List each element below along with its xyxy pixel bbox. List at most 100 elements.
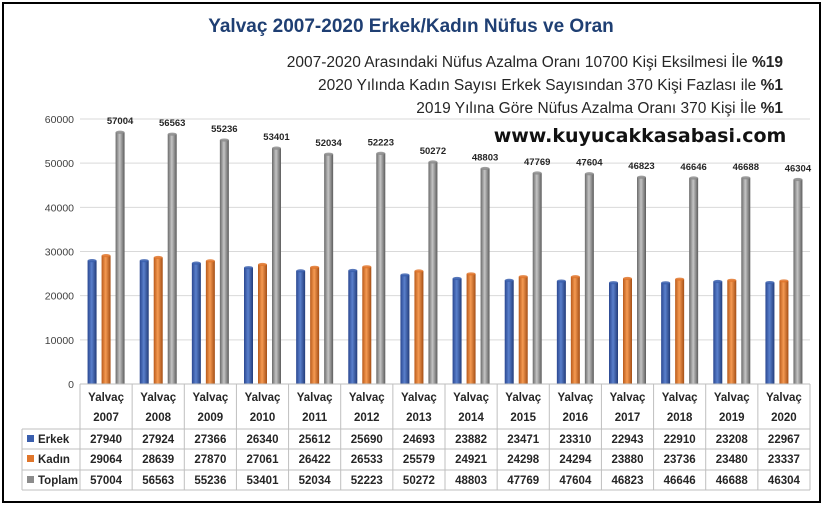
category-prefix: Yalvaç xyxy=(297,392,333,404)
legend-key-erkek xyxy=(27,435,34,442)
bar-toplam-2019 xyxy=(741,177,751,384)
bar-cap xyxy=(584,172,594,176)
annotation-text: 2020 Yılında Kadın Sayısı Erkek Sayısınd… xyxy=(318,77,761,94)
table-cell: 46304 xyxy=(768,475,801,487)
bar-cap xyxy=(765,280,775,285)
table-cell: 23880 xyxy=(612,454,644,466)
table-cell: 48803 xyxy=(455,475,487,487)
table-cell: 23471 xyxy=(507,434,540,446)
bar-cap xyxy=(101,254,111,258)
data-label: 47769 xyxy=(524,157,550,168)
table-cell: 27924 xyxy=(142,434,175,446)
data-label: 52223 xyxy=(368,137,394,148)
data-label: 50272 xyxy=(420,146,446,157)
bar-kadın-2020 xyxy=(779,280,789,384)
bar-cap xyxy=(153,255,163,260)
bar-erkek-2017 xyxy=(609,282,618,384)
table-cell: 24921 xyxy=(455,454,488,466)
annotations: 2007-2020 Arasındaki Nüfus Azalma Oranı … xyxy=(287,53,784,117)
table-cell: 46688 xyxy=(716,475,749,487)
table-cell: 23480 xyxy=(716,454,748,466)
bar-toplam-2016 xyxy=(584,173,594,384)
bar-toplam-2020 xyxy=(793,179,803,384)
table-cell: 57004 xyxy=(90,475,123,487)
data-label: 53401 xyxy=(263,132,290,143)
category-prefix: Yalvaç xyxy=(714,392,750,404)
website-watermark: www.kuyucakkasabasi.com xyxy=(494,125,787,147)
bar-kadın-2010 xyxy=(258,264,267,384)
bar-cap xyxy=(191,261,201,265)
category-label: 2007 xyxy=(93,412,119,424)
annotation-text: 2007-2020 Arasındaki Nüfus Azalma Oranı … xyxy=(287,53,752,71)
bar-cap xyxy=(87,258,97,263)
category-label: 2013 xyxy=(406,412,432,424)
bar-cap xyxy=(414,269,424,273)
table-cell: 52223 xyxy=(351,475,383,487)
bar-cap xyxy=(637,175,646,179)
bar-cap xyxy=(115,130,125,134)
annotation-line: 2020 Yılında Kadın Sayısı Erkek Sayısınd… xyxy=(318,77,783,94)
category-prefix: Yalvaç xyxy=(140,392,176,404)
table-cell: 27061 xyxy=(247,454,280,466)
data-label: 48803 xyxy=(472,152,498,163)
bar-cap xyxy=(376,151,386,155)
table-cell: 26340 xyxy=(247,434,279,446)
bar-cap xyxy=(532,171,542,175)
data-label: 55236 xyxy=(211,124,237,135)
data-label: 46646 xyxy=(680,162,706,173)
category-label: 2020 xyxy=(771,412,797,424)
category-label: 2010 xyxy=(250,412,276,424)
bar-erkek-2010 xyxy=(244,267,253,384)
bar-toplam-2013 xyxy=(428,161,438,384)
bar-cap xyxy=(466,272,476,276)
bar-cap xyxy=(623,276,632,281)
bar-toplam-2015 xyxy=(532,173,542,384)
bar-erkek-2015 xyxy=(504,280,514,384)
table-cell: 29064 xyxy=(90,454,123,466)
bar-cap xyxy=(675,277,685,281)
bar-cap xyxy=(518,275,528,279)
chart-canvas: Yalvaç 2007-2020 Erkek/Kadın Nüfus ve Or… xyxy=(21,16,812,491)
bar-kadın-2007 xyxy=(101,255,111,384)
bar-erkek-2008 xyxy=(139,260,149,384)
bar-cap xyxy=(310,265,320,269)
category-prefix: Yalvaç xyxy=(88,392,124,404)
bar-cap xyxy=(167,132,177,136)
y-tick-label: 0 xyxy=(68,379,74,391)
bar-cap xyxy=(556,279,566,283)
bar-toplam-2010 xyxy=(272,148,281,384)
bar-toplam-2018 xyxy=(689,177,699,384)
bar-toplam-2014 xyxy=(480,168,490,384)
bar-kadın-2013 xyxy=(414,271,424,384)
y-tick-label: 60000 xyxy=(45,114,74,126)
table-cell: 52034 xyxy=(299,475,332,487)
table-cell: 23882 xyxy=(455,434,487,446)
table-cell: 23736 xyxy=(664,454,696,466)
bar-cap xyxy=(480,166,490,171)
y-tick-label: 50000 xyxy=(45,158,74,170)
category-label: 2017 xyxy=(615,412,641,424)
category-prefix: Yalvaç xyxy=(349,392,385,404)
bar-cap xyxy=(727,278,737,282)
y-tick-label: 20000 xyxy=(45,291,74,303)
bar-cap xyxy=(258,262,267,267)
bar-kadın-2016 xyxy=(570,276,580,384)
category-prefix: Yalvaç xyxy=(557,392,593,404)
y-tick-label: 10000 xyxy=(45,335,74,347)
table-cell: 28639 xyxy=(142,454,174,466)
bar-kadın-2009 xyxy=(205,260,215,384)
data-labels: 57004 56563 55236 53401 52034 52223 50272 48803… xyxy=(107,116,812,174)
bar-cap xyxy=(244,266,253,270)
category-label: 2015 xyxy=(510,412,536,424)
category-label: 2012 xyxy=(354,412,380,424)
bar-cap xyxy=(324,152,334,156)
category-prefix: Yalvaç xyxy=(662,392,698,404)
annotation-line: 2019 Yılına Göre Nüfus Azalma Oranı 370 … xyxy=(416,99,783,117)
category-label: 2011 xyxy=(302,412,328,424)
gridlines xyxy=(80,118,810,385)
bar-erkek-2019 xyxy=(713,281,723,384)
legend-key-kadın xyxy=(27,455,34,462)
chart-title: Yalvaç 2007-2020 Erkek/Kadın Nüfus ve Or… xyxy=(208,16,614,37)
bar-cap xyxy=(272,146,281,150)
